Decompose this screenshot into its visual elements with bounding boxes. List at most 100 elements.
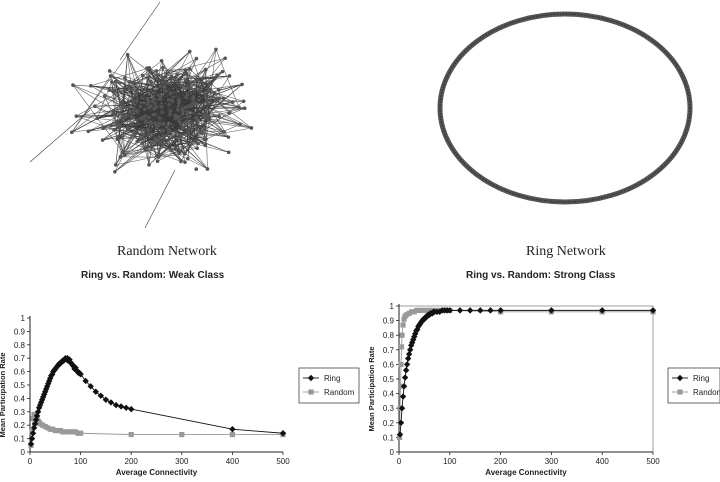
y-tick-label: 0.4 [14, 394, 26, 403]
data-point [45, 380, 52, 387]
network-node [183, 160, 187, 164]
network-node [134, 90, 139, 94]
network-edge [215, 99, 252, 129]
x-tick-label: 200 [125, 457, 139, 466]
network-node [146, 129, 151, 133]
network-node [123, 85, 127, 89]
network-edge [155, 101, 207, 104]
data-point [399, 393, 407, 400]
network-node [131, 106, 136, 110]
network-node [200, 131, 204, 136]
network-edge [161, 60, 172, 77]
data-point [400, 383, 408, 390]
network-node [115, 137, 120, 142]
network-node [240, 82, 244, 87]
data-point [466, 307, 474, 314]
network-edge [156, 129, 197, 157]
network-node [208, 87, 213, 92]
network-node [188, 120, 193, 125]
network-node [166, 97, 171, 102]
series-line-ring [399, 309, 653, 435]
network-node [222, 130, 226, 134]
data-point [29, 430, 37, 437]
data-point [403, 361, 411, 368]
network-node [186, 104, 191, 108]
network-node [107, 69, 112, 73]
network-node [131, 115, 136, 120]
data-point [406, 346, 414, 353]
network-edge [71, 54, 128, 133]
data-point [397, 419, 405, 426]
y-tick-label: 0.8 [383, 331, 395, 340]
data-point [30, 424, 38, 432]
network-edge [76, 115, 172, 151]
x-tick-label: 500 [276, 457, 290, 466]
network-node [74, 114, 79, 118]
network-node [118, 155, 123, 159]
data-point [229, 426, 236, 433]
random-network-nodes [69, 47, 254, 174]
network-edge [29, 109, 91, 163]
network-node [186, 156, 190, 161]
network-node [195, 117, 199, 121]
network-node [227, 111, 232, 115]
network-node [111, 110, 116, 114]
data-point [400, 322, 406, 328]
network-node [141, 128, 146, 132]
network-node [207, 117, 212, 122]
network-node [86, 129, 91, 134]
y-tick-label: 0 [390, 448, 395, 457]
network-node [173, 116, 178, 121]
network-edge [174, 133, 189, 150]
data-point [117, 403, 125, 410]
network-node [169, 148, 174, 152]
y-tick-label: 0.5 [383, 375, 395, 384]
network-node [177, 98, 181, 102]
network-node [93, 104, 97, 108]
network-node [185, 111, 190, 115]
network-node [168, 109, 173, 113]
network-node [193, 139, 198, 144]
y-tick-label: 0.7 [14, 354, 26, 363]
network-node [178, 135, 183, 139]
network-node [127, 84, 132, 89]
network-edge [129, 86, 152, 148]
network-edge [109, 70, 167, 92]
data-point [36, 401, 44, 409]
network-node [112, 89, 117, 93]
data-point [398, 344, 405, 350]
network-node [220, 69, 225, 74]
network-node [129, 87, 133, 92]
network-node [191, 94, 195, 99]
network-node [153, 112, 157, 117]
network-node [149, 82, 154, 87]
network-edge [71, 86, 130, 133]
network-node [173, 113, 177, 117]
network-edge [115, 81, 121, 105]
network-edge [192, 98, 252, 129]
x-tick-label: 300 [545, 457, 559, 466]
network-node [216, 88, 221, 92]
data-point [398, 405, 406, 412]
network-node [196, 141, 200, 146]
network-edge [121, 102, 143, 119]
network-node [159, 96, 163, 101]
network-node [162, 142, 166, 147]
network-node [181, 126, 185, 130]
network-edge [111, 81, 124, 153]
network-node [153, 137, 157, 142]
x-tick-label: 300 [175, 457, 189, 466]
x-tick-label: 400 [226, 457, 240, 466]
network-edge [124, 86, 134, 108]
network-node [161, 134, 165, 139]
y-tick-label: 0.2 [383, 419, 395, 428]
random-network-caption: Random Network [117, 244, 217, 259]
network-node [109, 123, 113, 128]
network-node [227, 74, 232, 78]
network-node [148, 120, 153, 124]
data-point [28, 435, 36, 442]
network-node [160, 80, 165, 85]
network-edge [88, 113, 123, 132]
